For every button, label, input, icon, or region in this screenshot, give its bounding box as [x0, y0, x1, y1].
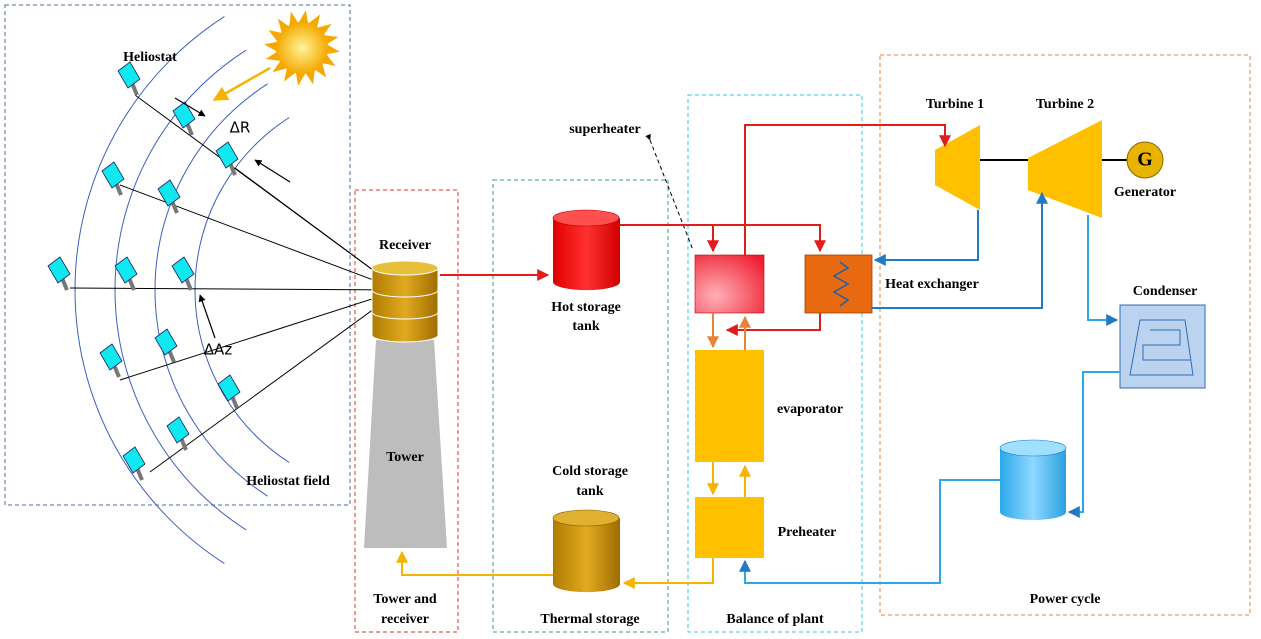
mirror-post [170, 200, 179, 214]
delta-r: ΔR [230, 119, 251, 137]
mirror [154, 328, 178, 356]
sun-ray [298, 10, 309, 24]
preheater-label: Preheater [778, 525, 837, 540]
mirror-post [135, 467, 144, 481]
field-arc [194, 117, 290, 463]
power-cycle-box [879, 54, 1251, 616]
mirror [172, 101, 196, 129]
heat-exchanger-label: Heat exchanger [885, 277, 979, 292]
generator-label: Generator [1114, 185, 1176, 200]
tower [364, 340, 447, 548]
mirror [171, 256, 195, 284]
preheater [695, 497, 764, 558]
heliostat-field [47, 16, 401, 564]
mirror [122, 446, 146, 474]
bop-box [687, 94, 863, 633]
tower-box [354, 189, 459, 633]
sun [212, 10, 340, 102]
beam [119, 184, 401, 291]
receiver [371, 260, 439, 343]
storage-box [492, 179, 669, 633]
delta-r-arrow [254, 159, 291, 183]
receiver-label: Receiver [379, 238, 431, 253]
mirror-post [230, 395, 239, 409]
delta-az: ΔAz [204, 341, 233, 359]
superheater-label: superheater [569, 122, 641, 137]
sun-ray [272, 60, 288, 73]
hot-tank-label: Hot storage [551, 300, 621, 315]
section-label: receiver [381, 612, 429, 627]
field-arc [154, 83, 268, 497]
mirror [215, 141, 239, 169]
water-tank [999, 439, 1067, 520]
mirror-post [112, 364, 121, 378]
mirror [101, 161, 125, 189]
section-label: Heliostat field [246, 474, 330, 489]
generator-symbol: G [1137, 149, 1153, 171]
beam [119, 289, 401, 381]
cold-tank-label: Cold storage [552, 464, 628, 479]
condenser-label: Condenser [1133, 284, 1198, 299]
mirror [47, 256, 71, 284]
superheater-pointer [645, 133, 694, 251]
section-label: Tower and [373, 592, 437, 607]
mirror [117, 61, 141, 89]
mirror [217, 374, 241, 402]
turbine-2-label: Turbine 2 [1036, 97, 1094, 112]
cold-tank [552, 509, 620, 593]
heat-exchanger [804, 254, 873, 314]
sun-ray [264, 41, 278, 52]
sun-ray [316, 23, 332, 36]
heliostat-label: Heliostat [123, 50, 177, 65]
cold-tank-label: tank [576, 484, 603, 499]
delta-az-arrow [198, 294, 216, 339]
sun-ray [314, 62, 327, 78]
sun-ray [277, 18, 290, 34]
hx-coil [832, 261, 850, 307]
superheater [694, 254, 765, 314]
turbine-1 [935, 125, 980, 210]
turbine-2 [1028, 120, 1102, 218]
condenser [1119, 304, 1206, 389]
mirror-post [60, 277, 69, 291]
beam [149, 289, 401, 473]
delta-r-arrow [174, 97, 206, 117]
mirror [157, 179, 181, 207]
turbine-1-label: Turbine 1 [926, 97, 984, 112]
mirror-post [185, 122, 194, 136]
sun-ray [326, 44, 340, 55]
section-label: Balance of plant [726, 612, 824, 627]
section-label: Power cycle [1030, 592, 1101, 607]
heliostat-field-box [4, 4, 351, 506]
tower-label: Tower [386, 450, 424, 465]
section-label: Thermal storage [540, 612, 639, 627]
hot-tank [552, 209, 620, 291]
mirror-post [184, 277, 193, 291]
evaporator-label: evaporator [777, 402, 843, 417]
mirror-post [127, 277, 136, 291]
mirror [99, 343, 123, 371]
evaporator [695, 350, 764, 462]
mirror-post [228, 162, 237, 176]
sun-ray [295, 72, 306, 86]
generator [1126, 141, 1164, 179]
beam [69, 287, 401, 291]
mirror-post [179, 437, 188, 451]
hot-tank-label: tank [572, 319, 599, 334]
mirror-post [167, 349, 176, 363]
mirror-post [130, 82, 139, 96]
field-arc [74, 16, 225, 564]
mirror [166, 416, 190, 444]
mirror [114, 256, 138, 284]
pipes [396, 124, 1120, 589]
mirror-post [114, 182, 123, 196]
